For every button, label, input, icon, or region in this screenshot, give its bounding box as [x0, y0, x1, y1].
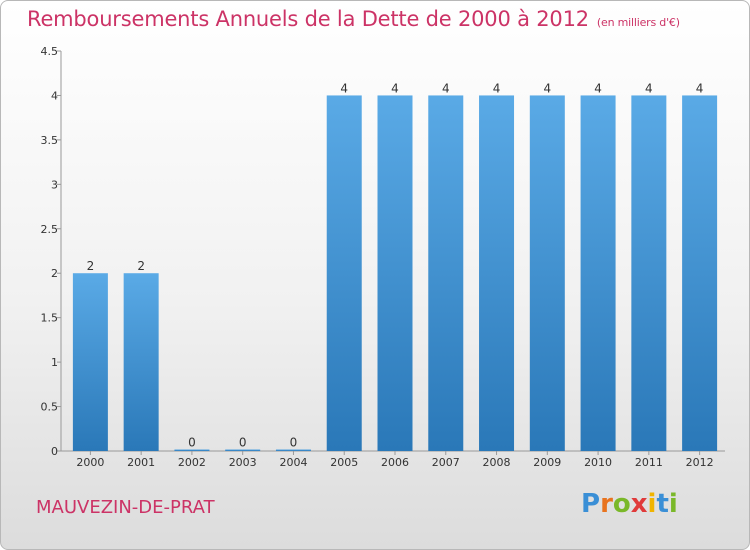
- data-label-2007: 4: [442, 81, 450, 95]
- data-label-2012: 4: [696, 81, 704, 95]
- y-tick-label: 1.5: [41, 312, 59, 325]
- data-label-2005: 4: [340, 81, 348, 95]
- bar-2005: [326, 95, 362, 451]
- x-tick-label: 2008: [483, 456, 511, 469]
- data-label-2009: 4: [543, 81, 551, 95]
- bar-2006: [377, 95, 413, 451]
- y-tick-label: 2: [51, 267, 58, 280]
- data-label-2008: 4: [493, 81, 501, 95]
- bar-2007: [428, 95, 464, 451]
- y-tick-label: 0.5: [41, 401, 59, 414]
- y-tick-label: 3.5: [41, 134, 59, 147]
- logo-letter: r: [600, 489, 613, 519]
- x-tick-label: 2000: [76, 456, 104, 469]
- x-tick-label: 2007: [432, 456, 460, 469]
- y-tick-label: 4: [51, 89, 58, 102]
- data-label-2011: 4: [645, 81, 653, 95]
- commune-name: MAUVEZIN-DE-PRAT: [36, 497, 215, 518]
- x-tick-label: 2009: [533, 456, 561, 469]
- logo-letter: P: [581, 489, 601, 519]
- logo-letter: t: [656, 489, 669, 519]
- x-tick-label: 2011: [635, 456, 663, 469]
- bar-2012: [682, 95, 718, 451]
- data-label-2003: 0: [239, 436, 247, 450]
- x-tick-label: 2006: [381, 456, 409, 469]
- y-tick-label: 3: [51, 178, 58, 191]
- bar-2001: [123, 273, 159, 451]
- y-tick-label: 2.5: [41, 223, 59, 236]
- logo-letter: x: [630, 489, 648, 519]
- x-tick-label: 2010: [584, 456, 612, 469]
- data-label-2002: 0: [188, 436, 196, 450]
- x-tick-label: 2001: [127, 456, 155, 469]
- bar-2002: [174, 449, 210, 451]
- x-tick-label: 2003: [229, 456, 257, 469]
- bar-2000: [72, 273, 108, 451]
- data-label-2004: 0: [290, 436, 298, 450]
- y-tick-label: 4.5: [41, 45, 59, 58]
- chart-unit: (en milliers d'€): [596, 16, 680, 29]
- data-label-2010: 4: [594, 81, 602, 95]
- bar-2003: [225, 449, 261, 451]
- y-tick-label: 0: [51, 445, 58, 458]
- logo-letter: i: [647, 489, 657, 519]
- data-label-2006: 4: [391, 81, 399, 95]
- logo-letter: i: [668, 489, 678, 519]
- bar-2004: [275, 449, 311, 451]
- bar-2009: [529, 95, 565, 451]
- logo-letter: o: [612, 489, 631, 519]
- data-label-2000: 2: [87, 259, 95, 273]
- bar-2008: [479, 95, 515, 451]
- x-tick-label: 2002: [178, 456, 206, 469]
- y-tick-label: 1: [51, 356, 58, 369]
- data-label-2001: 2: [137, 259, 145, 273]
- x-tick-label: 2012: [686, 456, 714, 469]
- x-tick-label: 2004: [279, 456, 307, 469]
- x-tick-label: 2005: [330, 456, 358, 469]
- proxiti-logo: Proxiti: [581, 489, 678, 519]
- chart-title-text: Remboursements Annuels de la Dette de 20…: [27, 7, 589, 31]
- bar-2011: [631, 95, 667, 451]
- chart-title: Remboursements Annuels de la Dette de 20…: [27, 7, 680, 31]
- bar-2010: [580, 95, 616, 451]
